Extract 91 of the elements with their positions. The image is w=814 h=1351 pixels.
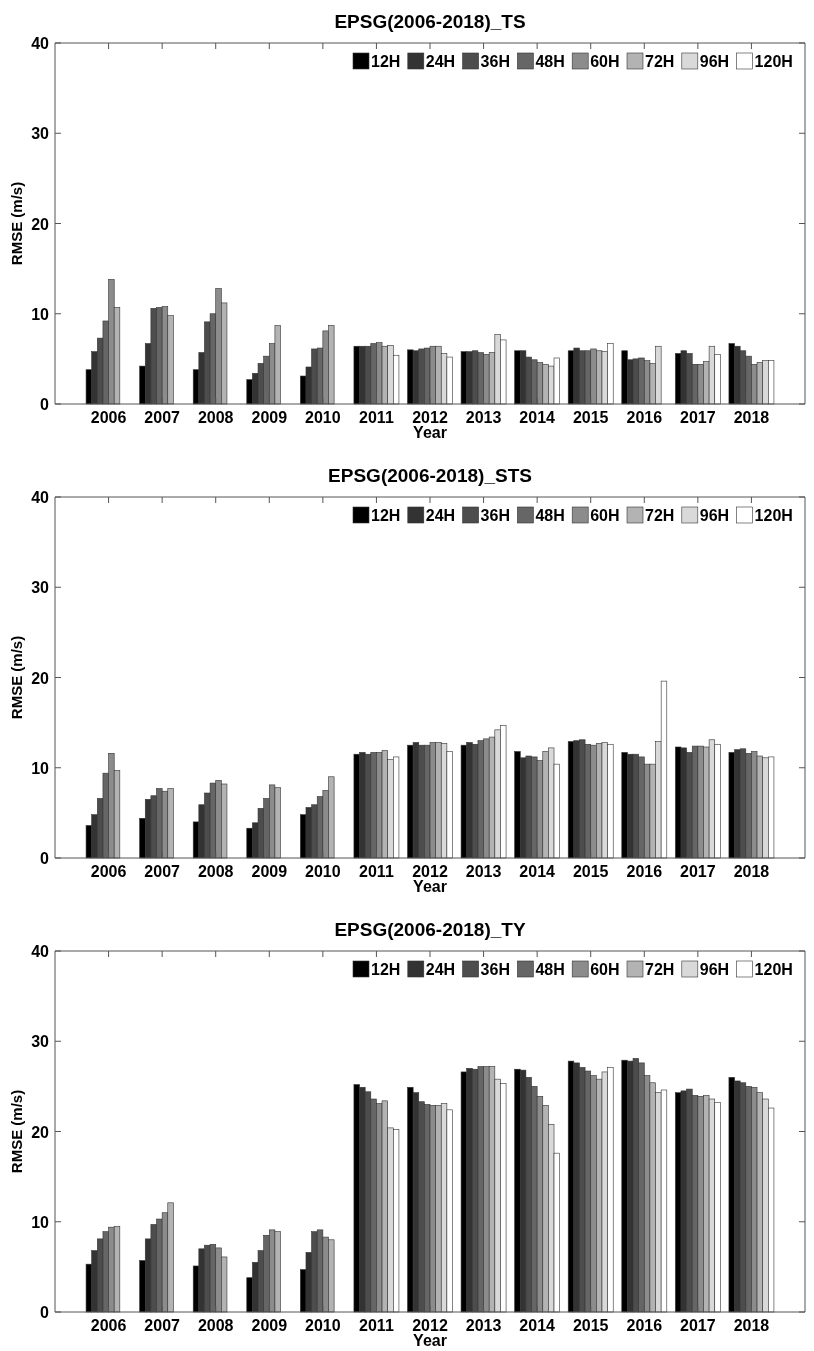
x-tick-label: 2015	[572, 863, 609, 880]
y-tick-label: 10	[31, 305, 50, 323]
x-tick-label: 2018	[733, 863, 770, 880]
y-tick-label: 20	[31, 215, 50, 233]
x-tick-label: 2010	[305, 863, 341, 880]
x-tick-label: 2011	[359, 409, 394, 426]
x-tick-label: 2007	[144, 863, 181, 880]
y-tick-label: 10	[31, 1213, 50, 1231]
x-tick-label: 2006	[90, 863, 127, 880]
x-tick-label: 2008	[197, 1317, 234, 1334]
y-tick-label: 20	[31, 1123, 50, 1141]
x-tick-label: 2012	[412, 1317, 448, 1334]
x-tick-label: 2013	[465, 409, 502, 426]
bar	[514, 751, 521, 859]
x-tick-label: 2015	[572, 1317, 609, 1334]
bar	[621, 350, 628, 405]
x-axis-title: Year	[413, 1332, 447, 1349]
x-tick-label: 2016	[626, 409, 663, 426]
x-tick-label: 2006	[90, 409, 127, 426]
legend-label: 36H	[480, 507, 510, 524]
x-tick-label: 2009	[251, 409, 288, 426]
y-tick-label: 40	[31, 35, 50, 52]
x-tick-label: 2011	[359, 863, 394, 880]
x-tick-label: 2013	[465, 1317, 502, 1334]
legend-label: 24H	[425, 53, 456, 70]
y-tick-label: 30	[31, 579, 50, 597]
legend-label: 48H	[535, 507, 565, 524]
legend-label: 36H	[480, 961, 510, 978]
legend-label: 24H	[425, 961, 456, 978]
legend-label: 72H	[645, 507, 675, 524]
x-tick-label: 2010	[305, 1317, 341, 1334]
x-tick-label: 2017	[680, 863, 716, 880]
legend-label: 96H	[699, 507, 730, 524]
x-tick-label: 2011	[359, 1317, 394, 1334]
y-tick-label: 40	[31, 943, 50, 960]
chart-title: EPSG(2006-2018)_TY	[334, 919, 526, 940]
legend-label: 48H	[535, 961, 565, 978]
x-tick-label: 2006	[90, 1317, 127, 1334]
y-tick-label: 0	[40, 850, 50, 867]
x-tick-label: 2018	[733, 1317, 770, 1334]
legend-label: 12H	[371, 53, 401, 70]
x-tick-label: 2016	[626, 863, 663, 880]
x-tick-label: 2009	[251, 1317, 288, 1334]
chart-title: EPSG(2006-2018)_STS	[328, 465, 532, 486]
legend-label: 72H	[645, 961, 675, 978]
x-tick-label: 2017	[680, 409, 716, 426]
x-tick-label: 2016	[626, 1317, 663, 1334]
legend-label: 60H	[590, 961, 620, 978]
legend-label: 24H	[425, 507, 456, 524]
x-tick-label: 2015	[572, 409, 609, 426]
legend-label: 60H	[590, 507, 620, 524]
legend-label: 96H	[699, 53, 730, 70]
x-tick-label: 2014	[519, 863, 556, 880]
y-axis-title: RMSE (m/s)	[8, 635, 25, 720]
y-axis-title: RMSE (m/s)	[8, 1089, 25, 1174]
x-tick-label: 2014	[519, 409, 556, 426]
x-axis-title: Year	[413, 424, 447, 441]
x-tick-label: 2007	[144, 409, 181, 426]
x-tick-label: 2009	[251, 863, 288, 880]
x-tick-label: 2018	[733, 409, 770, 426]
bar	[621, 1059, 628, 1313]
legend-label: 120H	[754, 507, 793, 524]
y-tick-label: 30	[31, 125, 50, 143]
legend-label: 60H	[590, 53, 620, 70]
y-tick-label: 40	[31, 489, 50, 506]
x-tick-label: 2017	[680, 1317, 716, 1334]
y-tick-label: 0	[40, 1304, 50, 1321]
legend-label: 96H	[699, 961, 730, 978]
x-tick-label: 2010	[305, 409, 341, 426]
legend-label: 120H	[754, 53, 793, 70]
x-tick-label: 2008	[197, 409, 234, 426]
x-tick-label: 2013	[465, 863, 502, 880]
legend-label: 48H	[535, 53, 565, 70]
legend-label: 12H	[371, 507, 401, 524]
x-tick-label: 2007	[144, 1317, 181, 1334]
y-tick-label: 30	[31, 1033, 50, 1051]
legend-label: 72H	[645, 53, 675, 70]
y-tick-label: 0	[40, 396, 50, 413]
bar	[621, 752, 628, 859]
y-axis-title: RMSE (m/s)	[8, 181, 25, 266]
legend-label: 12H	[371, 961, 401, 978]
x-tick-label: 2014	[519, 1317, 556, 1334]
y-tick-label: 10	[31, 759, 50, 777]
legend-label: 36H	[480, 53, 510, 70]
x-axis-title: Year	[413, 878, 447, 895]
legend-label: 120H	[754, 961, 793, 978]
chart-title: EPSG(2006-2018)_TS	[334, 11, 526, 32]
x-tick-label: 2012	[412, 863, 448, 880]
x-tick-label: 2012	[412, 409, 448, 426]
y-tick-label: 20	[31, 669, 50, 687]
x-tick-label: 2008	[197, 863, 234, 880]
